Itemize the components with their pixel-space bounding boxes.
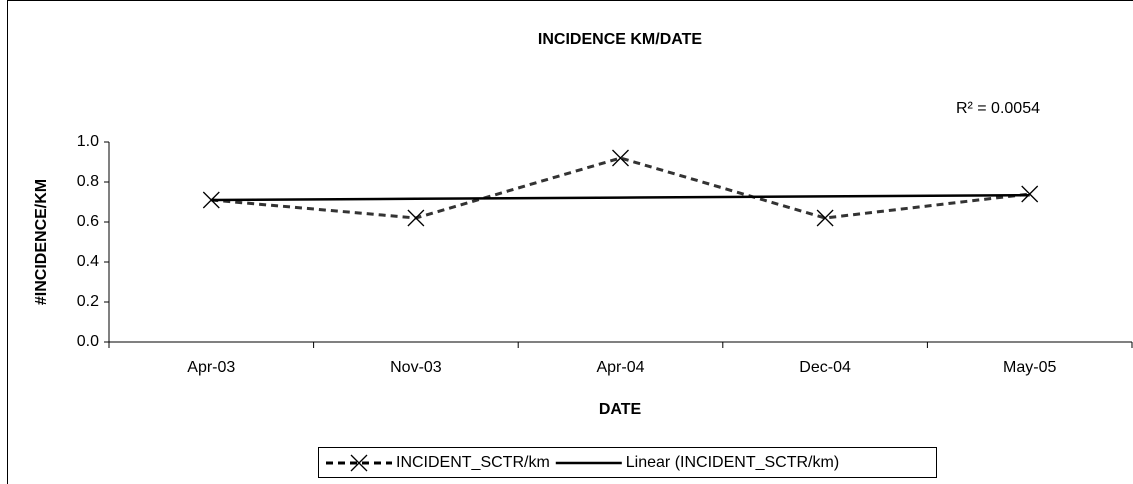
y-tick-label: 0.0 [77,333,99,350]
x-tick-label: Apr-04 [596,359,644,376]
marker [407,209,425,227]
legend-label: Linear (INCIDENT_SCTR/km) [626,454,839,471]
y-tick-label: 0.4 [77,253,99,270]
series-line [211,193,1030,202]
r-squared: R² = 0.0054 [956,100,1040,117]
x-axis-label: DATE [599,401,642,418]
x-tick-label: Dec-04 [799,359,851,376]
x-tick-label: May-05 [1003,359,1056,376]
legend-label: INCIDENT_SCTR/km [396,454,550,471]
x-tick-label: Apr-03 [187,359,235,376]
marker [612,149,629,167]
y-tick-label: 0.6 [77,213,99,230]
marker [816,209,834,227]
series-line [211,156,1030,220]
marker [1021,185,1039,203]
chart-title: INCIDENCE KM/DATE [538,31,702,48]
y-tick-label: 0.8 [77,173,99,190]
y-axis-label: #INCIDENCE/KM [33,179,50,305]
x-tick-label: Nov-03 [390,359,442,376]
chart-frame [7,0,1133,484]
legend-marker [350,454,368,472]
y-tick-label: 1.0 [77,133,99,150]
y-tick-label: 0.2 [77,293,99,310]
legend [318,447,937,478]
